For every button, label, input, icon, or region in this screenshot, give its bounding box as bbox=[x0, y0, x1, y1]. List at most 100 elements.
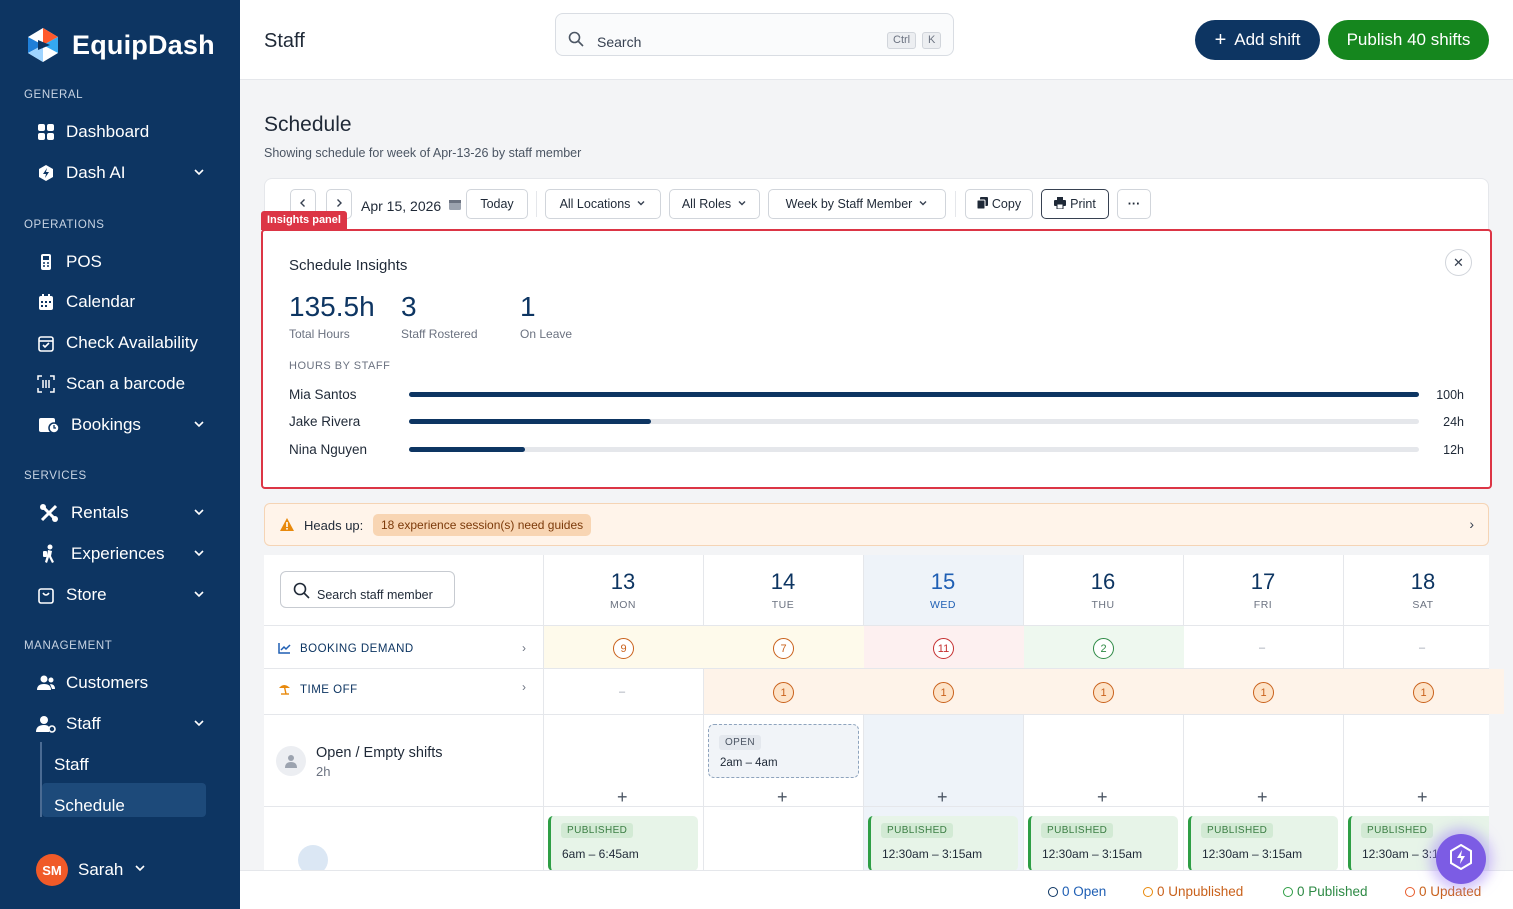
footer-open-count: 0 Open bbox=[1048, 884, 1106, 899]
time-off-count-badge[interactable]: 1 bbox=[1413, 682, 1434, 703]
add-shift-button[interactable]: + Add shift bbox=[1195, 20, 1320, 60]
sidebar-item-label: Rentals bbox=[71, 503, 129, 522]
staff-hours-bar bbox=[409, 447, 1419, 452]
booking-demand-label[interactable]: BOOKING DEMAND bbox=[300, 643, 414, 655]
chevron-down-icon bbox=[133, 861, 147, 880]
add-shift-plus[interactable]: + bbox=[1257, 787, 1268, 807]
chevron-right-icon[interactable]: › bbox=[522, 680, 526, 694]
copy-button[interactable]: Copy bbox=[965, 189, 1033, 219]
current-date: Apr 15, 2026 bbox=[361, 198, 442, 214]
published-tag: PUBLISHED bbox=[561, 823, 634, 838]
sidebar-item-scan-barcode[interactable]: Scan a barcode bbox=[36, 369, 216, 399]
published-shift-card[interactable]: PUBLISHED 12:30am – 3:15am bbox=[1188, 816, 1338, 870]
sidebar-subitem-schedule[interactable]: Schedule bbox=[54, 796, 125, 815]
heads-up-banner[interactable]: Heads up: 18 experience session(s) need … bbox=[264, 503, 1489, 546]
stat-on-leave-label: On Leave bbox=[520, 327, 573, 341]
sidebar-item-pos[interactable]: POS bbox=[36, 247, 216, 277]
sidebar-item-store[interactable]: Store bbox=[36, 580, 216, 610]
next-week-button[interactable] bbox=[326, 189, 352, 219]
add-shift-plus[interactable]: + bbox=[1417, 787, 1428, 807]
published-shift-card[interactable]: PUBLISHED 6am – 6:45am bbox=[548, 816, 698, 870]
roles-dropdown[interactable]: All Roles bbox=[669, 189, 760, 219]
dashboard-grid-icon bbox=[36, 122, 56, 142]
ai-assistant-button[interactable] bbox=[1436, 834, 1486, 884]
sidebar-item-rentals[interactable]: Rentals bbox=[36, 498, 216, 528]
sidebar-item-customers[interactable]: Customers bbox=[36, 668, 216, 698]
shift-time: 12:30am – 3:15 bbox=[1362, 847, 1446, 861]
locations-dropdown[interactable]: All Locations bbox=[545, 189, 661, 219]
global-search-input[interactable]: Search Ctrl K bbox=[555, 13, 954, 56]
close-insights-button[interactable]: ✕ bbox=[1445, 249, 1472, 276]
sidebar-item-dashboard[interactable]: Dashboard bbox=[36, 117, 216, 147]
staff-hours-value: 12h bbox=[1443, 443, 1464, 457]
open-shift-card[interactable]: OPEN 2am – 4am bbox=[708, 724, 859, 778]
published-shift-card[interactable]: PUBLISHED 12:30am – 3:15am bbox=[868, 816, 1018, 870]
sidebar-item-dash-ai[interactable]: Dash AI bbox=[36, 158, 216, 188]
publish-shifts-button[interactable]: Publish 40 shifts bbox=[1328, 20, 1489, 60]
published-tag: PUBLISHED bbox=[1361, 823, 1434, 838]
time-off-count-badge[interactable]: 1 bbox=[1093, 682, 1114, 703]
time-off-count-badge[interactable]: 1 bbox=[1253, 682, 1274, 703]
day-number: 15 bbox=[930, 569, 956, 594]
add-shift-plus[interactable]: + bbox=[777, 787, 788, 807]
view-mode-dropdown[interactable]: Week by Staff Member bbox=[768, 189, 946, 219]
add-shift-plus[interactable]: + bbox=[1097, 787, 1108, 807]
printer-icon bbox=[1054, 196, 1067, 212]
demand-count-badge[interactable]: 11 bbox=[933, 638, 954, 659]
staff-hours-value: 24h bbox=[1443, 415, 1464, 429]
staff-search-input[interactable]: Search staff member bbox=[280, 571, 455, 608]
insights-panel-tag: Insights panel bbox=[261, 211, 347, 230]
stat-staff-rostered-value: 3 bbox=[401, 291, 417, 322]
footer-updated-label: 0 Updated bbox=[1419, 884, 1482, 899]
chevron-right-icon[interactable]: › bbox=[522, 641, 526, 655]
day-column-divider bbox=[703, 555, 704, 870]
sidebar-subitem-staff[interactable]: Staff bbox=[54, 755, 89, 774]
section-operations: OPERATIONS bbox=[24, 219, 105, 231]
published-shift-card[interactable]: PUBLISHED 12:30am – 3:15am bbox=[1028, 816, 1178, 870]
staff-hours-bar-fill bbox=[409, 447, 526, 452]
sidebar-item-calendar[interactable]: Calendar bbox=[36, 287, 216, 317]
shortcut-key-ctrl: Ctrl bbox=[887, 32, 917, 49]
unpublished-status-dot bbox=[1143, 886, 1153, 897]
more-options-button[interactable]: ··· bbox=[1117, 189, 1151, 219]
chart-line-icon bbox=[278, 641, 291, 659]
print-button[interactable]: Print bbox=[1041, 189, 1109, 219]
time-off-label[interactable]: TIME OFF bbox=[300, 684, 358, 696]
time-off-empty: – bbox=[619, 686, 626, 698]
sidebar-item-experiences[interactable]: Experiences bbox=[36, 539, 216, 569]
time-off-count-badge[interactable]: 1 bbox=[773, 682, 794, 703]
stat-staff-rostered-label: Staff Rostered bbox=[401, 327, 478, 341]
today-button[interactable]: Today bbox=[466, 189, 528, 219]
day-number: 17 bbox=[1250, 569, 1276, 594]
sidebar-item-label: Scan a barcode bbox=[66, 374, 186, 393]
time-off-count-badge[interactable]: 1 bbox=[933, 682, 954, 703]
search-placeholder: Search bbox=[597, 34, 642, 50]
sidebar-item-check-availability[interactable]: Check Availability bbox=[36, 328, 216, 358]
shift-time: 12:30am – 3:15am bbox=[882, 847, 983, 861]
day-number: 18 bbox=[1410, 569, 1436, 594]
app-logo[interactable]: EquipDash bbox=[24, 26, 215, 64]
row-divider bbox=[264, 625, 1489, 626]
date-picker[interactable]: Apr 15, 2026 bbox=[361, 198, 462, 214]
user-menu[interactable]: SM Sarah bbox=[36, 854, 147, 886]
sidebar-item-label: Store bbox=[66, 585, 107, 604]
user-name: Sarah bbox=[78, 860, 124, 879]
sidebar-item-staff[interactable]: Staff bbox=[36, 709, 216, 739]
sidebar-item-label: Bookings bbox=[71, 415, 141, 434]
sidebar-item-label: Staff bbox=[66, 714, 101, 733]
demand-count-badge[interactable]: 7 bbox=[773, 638, 794, 659]
demand-count-badge[interactable]: 2 bbox=[1093, 638, 1114, 659]
sidebar-item-bookings[interactable]: Bookings bbox=[36, 410, 216, 440]
add-shift-plus[interactable]: + bbox=[937, 787, 948, 807]
hiker-icon bbox=[36, 544, 61, 564]
sidebar-item-label: Customers bbox=[66, 673, 149, 692]
staff-hours-bar bbox=[409, 419, 1419, 424]
customers-icon bbox=[36, 673, 56, 693]
chevron-left-icon bbox=[298, 197, 308, 211]
chevron-right-icon: › bbox=[1469, 516, 1474, 532]
equipdash-logo-icon bbox=[24, 26, 62, 64]
roles-label: All Roles bbox=[681, 197, 732, 211]
staff-hours-name: Nina Nguyen bbox=[289, 442, 368, 457]
demand-count-badge[interactable]: 9 bbox=[613, 638, 634, 659]
add-shift-plus[interactable]: + bbox=[617, 787, 628, 807]
